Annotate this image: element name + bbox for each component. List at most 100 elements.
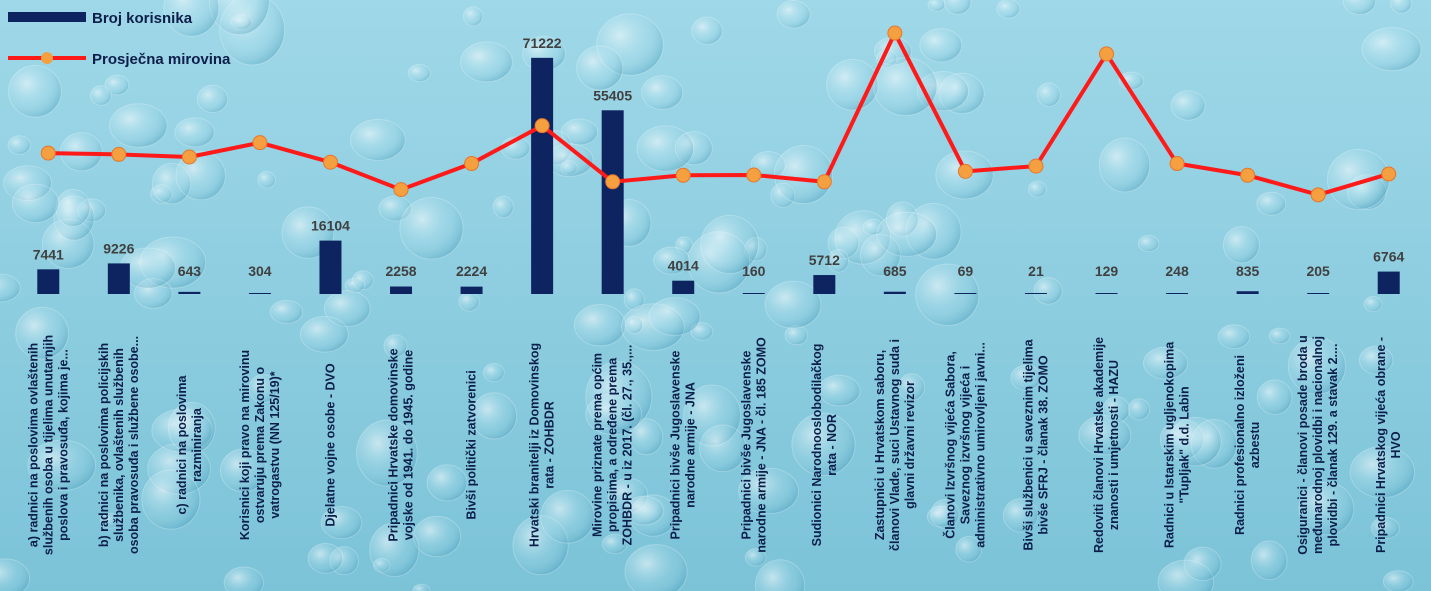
category-label-8-line-2: ZOHBDR - u iz 2017. (čl. 27., 35.,... [621, 345, 635, 546]
category-label-0: a) radnici na poslovima ovlaštenih službe… [26, 335, 70, 555]
category-label-17-line-1: azbestu [1248, 422, 1262, 469]
category-label-12-line-2: glavni državni revizor [903, 381, 917, 509]
bar-17 [1236, 291, 1259, 294]
bar-14 [1024, 293, 1047, 294]
category-label-0-line-0: a) radnici na poslovima ovlaštenih [26, 343, 40, 547]
bar-data-label-17: 835 [1236, 263, 1260, 279]
line-point-9 [675, 167, 691, 183]
category-label-14-line-1: bivše SFRJ - članak 38. ZOMO [1036, 355, 1050, 535]
bar-1 [107, 263, 130, 294]
bar-data-label-16: 248 [1165, 263, 1189, 279]
line-point-7 [534, 118, 550, 134]
category-label-0-line-1: službenih osoba u tijelima unutarnjih [41, 335, 55, 555]
category-label-4-line-0: Djelatne vojne osobe - DVO [323, 363, 337, 527]
category-label-11: Sudionici Narodnooslobodilačkog rata - NO… [810, 344, 839, 547]
category-label-15: Redoviti članovi Hrvatske akademije znano… [1092, 337, 1121, 553]
line-series-prosjecna-mirovina [48, 31, 1390, 197]
line-point-17 [1240, 167, 1256, 183]
category-label-5-line-1: vojske od 1941. do 1945. godine [402, 350, 416, 540]
bar-18 [1307, 293, 1330, 294]
category-label-6-line-0: Bivši politički zatvorenici [465, 370, 479, 519]
bar-data-label-11: 5712 [809, 252, 840, 268]
bar-data-label-9: 4014 [668, 258, 699, 274]
bar-data-label-14: 21 [1028, 263, 1044, 279]
line-point-18 [1310, 187, 1326, 203]
bar-data-label-13: 69 [958, 263, 974, 279]
legend-label-line: Prosječna mirovina [92, 51, 231, 68]
bar-data-label-1: 9226 [103, 240, 134, 256]
category-label-16-line-0: Radnici u Istarskim ugljenokopima [1163, 341, 1177, 548]
line-point-12 [887, 25, 903, 41]
legend: Broj korisnika Prosječna mirovina [8, 10, 231, 68]
category-label-12: Zastupnici u Hrvatskom saboru, članovi Vl… [873, 339, 917, 551]
bar-10 [742, 293, 765, 294]
category-label-13-line-0: Članovi Izvršnog vijeća Sabora, [942, 351, 957, 539]
bar-data-label-18: 205 [1306, 263, 1330, 279]
line-point-14 [1028, 158, 1044, 174]
line-point-0 [40, 145, 56, 161]
line-point-15 [1099, 46, 1115, 62]
line-point-11 [816, 174, 832, 190]
line-point-19 [1381, 166, 1397, 182]
category-label-1: b) radnici na poslovima policijskih služb… [97, 336, 141, 554]
category-label-12-line-0: Zastupnici u Hrvatskom saboru, [873, 350, 887, 540]
category-label-4: Djelatne vojne osobe - DVO [323, 363, 337, 527]
category-label-3: Korisnici koji pravo na mirovinu ostvaruj… [238, 350, 282, 540]
category-label-18-line-1: međunarodnoj plovidbi i nacionalnoj [1311, 336, 1325, 554]
category-label-0-line-2: poslova i pravosuđa, kojima je... [56, 349, 70, 541]
bar-data-label-15: 129 [1095, 263, 1119, 279]
category-label-3-line-1: ostvaruju prema Zakonu o [253, 366, 267, 523]
bar-data-label-6: 2224 [456, 263, 487, 279]
category-label-14-line-0: Bivši službenici u saveznim tijelima [1021, 338, 1035, 550]
category-label-19-line-0: Pripadnici Hrvatskog vijeća obrane - [1374, 337, 1388, 553]
category-label-8-line-0: Mirovine priznate prema općim [591, 353, 605, 537]
category-label-13: Članovi Izvršnog vijeća Sabora, Saveznog … [942, 342, 987, 548]
category-label-9-line-1: narodne armije - JNA [684, 382, 698, 508]
category-label-7-line-0: Hrvatski branitelji iz Domovinskog [528, 343, 542, 547]
category-label-1-line-1: službenika, ovlaštenih službenih [112, 348, 126, 542]
category-label-7-line-1: rata - ZOHBDR [543, 401, 557, 489]
line-point-1 [111, 146, 127, 162]
category-label-5: Pripadnici Hrvatske domovinske vojske od … [387, 348, 416, 541]
category-label-14: Bivši službenici u saveznim tijelima bivš… [1021, 338, 1050, 550]
bar-data-label-19: 6764 [1373, 249, 1404, 265]
bar-data-label-10: 160 [742, 263, 766, 279]
category-label-1-line-2: osoba pravosuđa i službene osobe... [127, 336, 141, 554]
line-point-8 [605, 174, 621, 190]
bar-data-label-5: 2258 [385, 263, 416, 279]
bar-19 [1377, 271, 1400, 294]
category-label-18: Osiguranici - članovi posade broda u među… [1296, 335, 1340, 555]
line-point-10 [746, 167, 762, 183]
category-label-19-line-1: HVO [1389, 431, 1403, 458]
bar-data-label-8: 55405 [593, 87, 632, 103]
legend-label-bars: Broj korisnika [92, 10, 193, 27]
bar-6 [460, 286, 483, 294]
category-label-16: Radnici u Istarskim ugljenokopima "Tuplja… [1163, 341, 1192, 548]
line-point-2 [181, 149, 197, 165]
bar-data-label-4: 16104 [311, 218, 350, 234]
category-label-12-line-1: članovi Vlade, suci Ustavnog suda i [888, 339, 902, 551]
line-point-6 [464, 156, 480, 172]
bar-7 [531, 57, 554, 295]
line-point-3 [252, 135, 268, 151]
bar-data-label-0: 7441 [33, 246, 64, 262]
bar-13 [954, 293, 977, 294]
category-label-2-line-1: razminiranja [190, 407, 204, 482]
legend-bar-swatch [8, 12, 86, 22]
bar-data-label-3: 304 [248, 263, 272, 279]
category-label-8-line-1: propisima, a određene prema [606, 357, 620, 532]
category-label-1-line-0: b) radnici na poslovima policijskih [97, 343, 111, 547]
bar-15 [1095, 293, 1118, 294]
category-label-9-line-0: Pripadnici bivše Jugoslavenske [669, 350, 683, 539]
category-label-17-line-0: Radnici profesionalno izloženi [1233, 355, 1247, 535]
bar-9 [672, 280, 695, 294]
category-label-5-line-0: Pripadnici Hrvatske domovinske [387, 348, 401, 541]
category-label-8: Mirovine priznate prema općim propisima, … [591, 345, 635, 546]
category-label-2-line-0: c) radnici na poslovima [175, 374, 189, 514]
bar-2 [178, 291, 201, 294]
category-label-6: Bivši politički zatvorenici [465, 370, 479, 519]
bar-16 [1166, 293, 1189, 294]
category-label-10-line-0: Pripadnici bivše Jugoslavenske [739, 350, 753, 539]
bar-5 [390, 286, 413, 294]
line-point-13 [957, 163, 973, 179]
